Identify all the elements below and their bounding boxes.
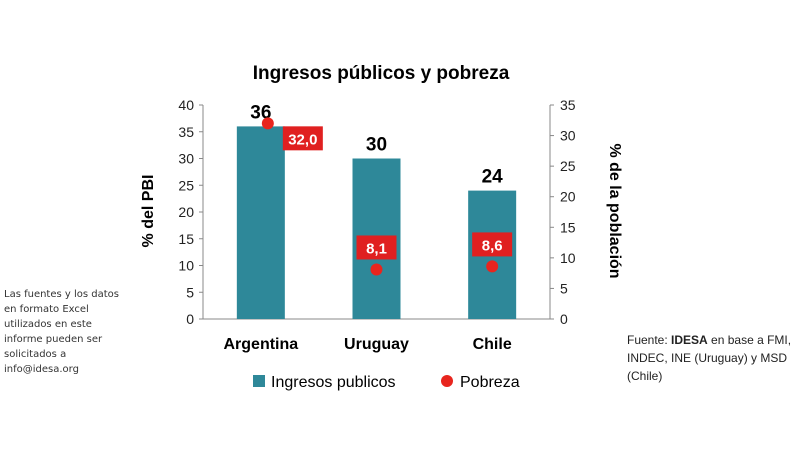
x-tick-label: Argentina [223,336,298,353]
bar [236,126,285,320]
y-axis-right: 0 5 10 15 20 25 30 35 [549,97,576,327]
bar-value-label: 30 [366,135,387,156]
y2-tick-label: 0 [560,311,568,327]
y2-tick-label: 20 [560,189,576,205]
y-axis-label-right: % de la población [606,143,623,278]
y-tick-label: 35 [178,124,194,140]
point [261,117,274,130]
y-axis-label-left: % del PBI [140,175,157,248]
bar-value-label: 24 [482,167,504,188]
y2-tick-label: 15 [560,219,576,235]
y-tick-label: 15 [178,231,194,247]
y2-tick-label: 5 [560,280,568,296]
point-series: 32,0 8,1 8,6 [261,117,513,276]
x-tick-label: Uruguay [344,336,409,353]
y-tick-label: 20 [178,204,194,220]
y2-tick-label: 25 [560,158,576,174]
y2-tick-label: 30 [560,128,576,144]
point-value-label: 8,1 [366,240,387,257]
y-tick-label: 25 [178,177,194,193]
point-label-box [282,126,323,151]
source-org: IDESA [671,333,708,347]
y-tick-label: 0 [186,311,194,327]
point-value-label: 8,6 [482,237,503,254]
legend-swatch-bars [253,375,265,387]
x-axis: Argentina Uruguay Chile [203,318,550,353]
point-value-label: 32,0 [288,131,317,148]
x-tick-label: Chile [473,336,512,353]
chart-title: Ingresos públicos y pobreza [253,63,510,84]
y-axis-left: 0 5 10 15 20 25 30 35 40 [178,97,204,327]
point-label-box [472,232,513,257]
legend-label-points: Pobreza [460,374,520,391]
y-tick-label: 40 [178,97,194,113]
source-prefix: Fuente: [627,333,672,347]
y2-tick-label: 35 [560,97,576,113]
y-tick-label: 10 [178,258,194,274]
legend: Ingresos publicos Pobreza [253,374,520,391]
source-note: Fuente: IDESA en base a FMI, INDEC, INE … [627,331,800,385]
y-tick-label: 5 [186,284,194,300]
point [486,260,499,273]
source-suffix: en base a FMI, INDEC, INE (Uruguay) y MS… [627,333,792,383]
legend-swatch-points [441,375,453,387]
point [370,263,383,276]
y2-tick-label: 10 [560,250,576,266]
y-tick-label: 30 [178,151,194,167]
legend-label-bars: Ingresos publicos [271,374,396,391]
side-note: Las fuentes y los datos en formato Excel… [4,289,120,375]
point-label-box [356,235,397,260]
